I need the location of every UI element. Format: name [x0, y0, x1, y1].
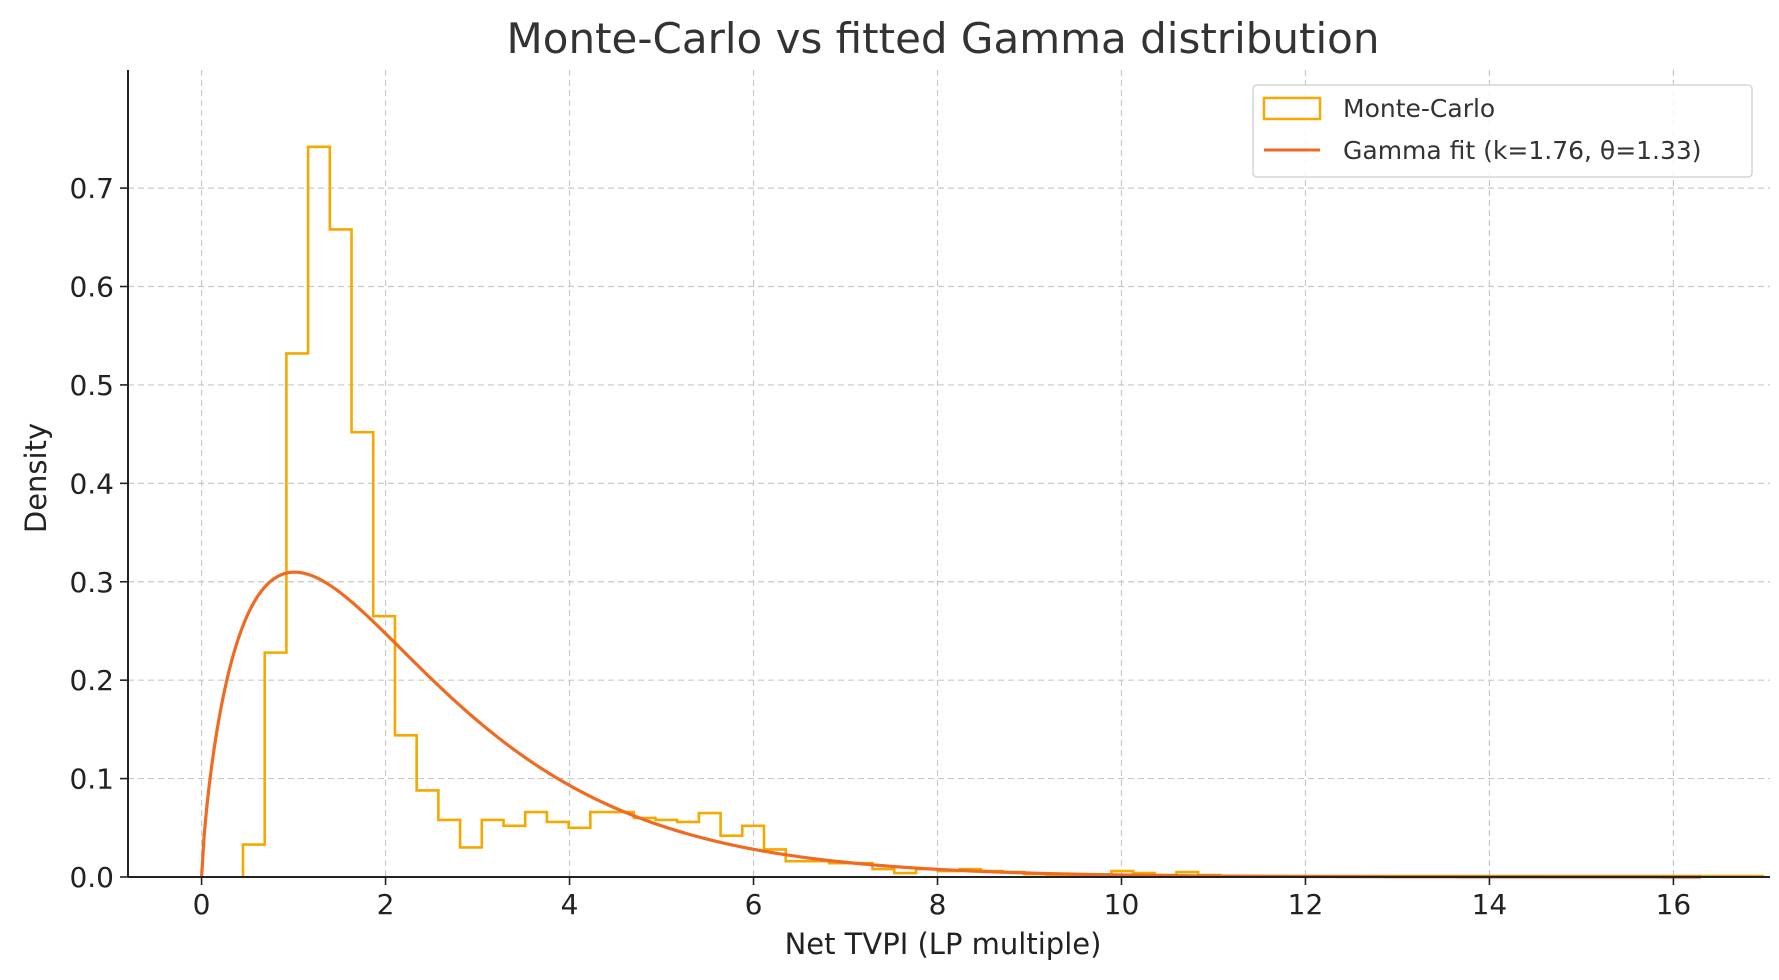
y-tick-label: 0.6: [69, 271, 114, 304]
plot-area: [199, 145, 1764, 879]
x-tick-label: 2: [377, 888, 395, 921]
x-tick-label: 14: [1472, 888, 1508, 921]
gamma-fit-line: [199, 570, 1702, 879]
legend-swatch-monte-carlo: [1262, 96, 1322, 121]
legend-label-monte-carlo: Monte-Carlo: [1343, 94, 1495, 123]
legend: Monte-Carlo Gamma fit (k=1.76, θ=1.33): [1252, 84, 1753, 178]
x-tick-label: 12: [1288, 888, 1324, 921]
y-tick-label: 0.3: [69, 566, 114, 599]
y-tick-label: 0.1: [69, 763, 114, 796]
histogram-monte-carlo: [241, 145, 1764, 878]
legend-frame: [1252, 84, 1753, 178]
grid: [128, 70, 1770, 878]
y-tick-label: 0.4: [69, 467, 114, 500]
y-tick-label: 0.2: [69, 664, 114, 697]
x-tick-label: 10: [1104, 888, 1140, 921]
axes: [120, 70, 1770, 885]
y-tick-label: 0.7: [69, 172, 114, 205]
y-tick-label: 0.0: [69, 861, 114, 894]
x-tick-label: 4: [561, 888, 579, 921]
x-axis-label: Net TVPI (LP multiple): [785, 927, 1102, 961]
legend-label-gamma-fit: Gamma fit (k=1.76, θ=1.33): [1343, 136, 1702, 165]
x-tick-label: 16: [1656, 888, 1692, 921]
y-axis-label: Density: [19, 423, 53, 533]
y-tick-label: 0.5: [69, 369, 114, 402]
x-tick-label: 6: [745, 888, 763, 921]
x-tick-label: 0: [193, 888, 211, 921]
x-tick-label: 8: [929, 888, 947, 921]
tick-labels: 0 2 4 6 8 10 12 14 16 0.0 0.1 0.2 0.3 0.4 0.5 0.6 0.7: [69, 172, 1691, 921]
chart-title: Monte-Carlo vs fitted Gamma distribution: [507, 14, 1380, 63]
